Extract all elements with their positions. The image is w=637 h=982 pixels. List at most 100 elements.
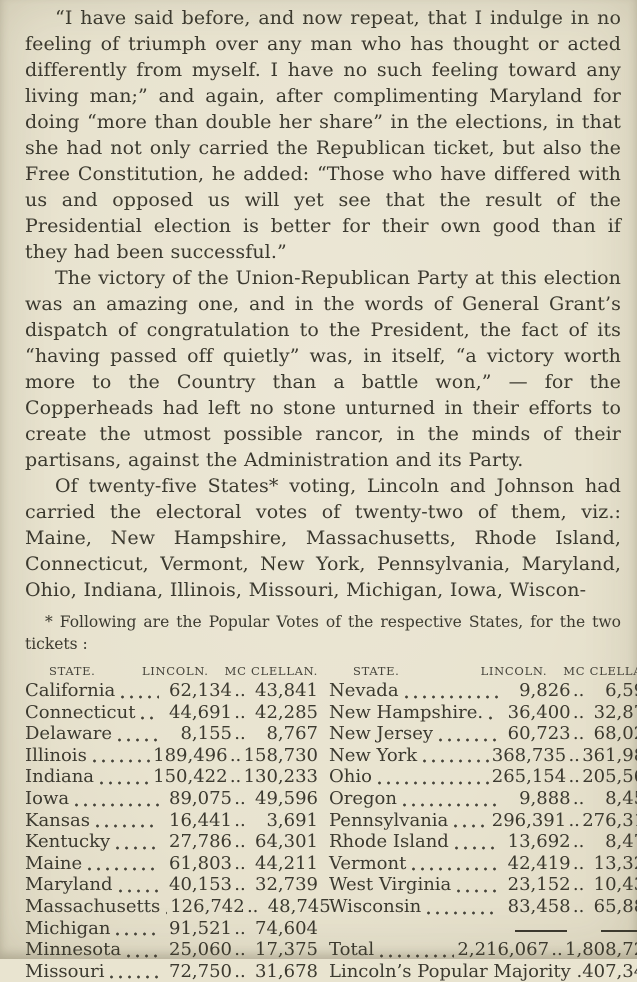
- table-row: Minnesota 25,060.. 17,375: [25, 939, 318, 961]
- mcclellan-total-value: 1,808,725: [565, 939, 637, 961]
- leader-dots: [72, 797, 159, 810]
- state-name: Pennsylvania: [329, 809, 449, 831]
- dots-separator: ..: [572, 680, 585, 701]
- leader-dots: [107, 970, 159, 982]
- leader-dots: [163, 905, 168, 918]
- state-name: Ohio: [329, 766, 372, 788]
- rule-spacer: [332, 927, 498, 939]
- state-name: Nevada: [329, 680, 399, 701]
- leader-dots: [424, 905, 498, 918]
- right-state-rows: Nevada 9,826.. 6,594 New Hampshire. 36,400..…: [329, 680, 637, 918]
- paragraph-states: Of twenty-five States* voting, Lincoln a…: [25, 475, 621, 601]
- table-row: Illinois 189,496.. 158,730: [25, 745, 318, 767]
- mcclellan-value: 31,678: [255, 960, 318, 982]
- leader-dots: [377, 948, 455, 961]
- dots-separator: ..: [572, 701, 585, 723]
- mcclellan-value: 8,767: [266, 723, 318, 745]
- leader-dots: [420, 754, 489, 767]
- lincoln-value: 44,691: [169, 701, 232, 723]
- state-name: Kentucky: [25, 831, 111, 853]
- votes-table-left: STATE. LINCOLN. MC CLELLAN. California 62…: [25, 660, 331, 982]
- footnote: * Following are the Popular Votes of the…: [25, 613, 621, 653]
- dots-separator: ..: [572, 874, 585, 896]
- mcclellan-value: 74,604: [255, 917, 318, 939]
- state-name: New Hampshire.: [329, 701, 484, 723]
- leader-dots: [436, 732, 498, 745]
- table-row: Vermont 42,419.. 13,321: [329, 853, 637, 875]
- dots-separator: ..: [568, 766, 580, 788]
- lincoln-value: 265,154: [491, 766, 567, 788]
- leader-dots: [124, 948, 159, 961]
- leader-dots: [92, 819, 159, 832]
- mcclellan-value: 17,375: [255, 939, 318, 961]
- leader-dots: [138, 711, 159, 724]
- mcclellan-value: 276,316: [582, 809, 637, 831]
- totals-rule-row: [329, 918, 637, 940]
- mcclellan-value: 65,884: [593, 895, 637, 917]
- mcclellan-value: 32,871: [593, 701, 637, 723]
- total-rule-line: [600, 930, 637, 933]
- left-state-rows: California 62,134.. 43,841 Connecticut 44,69…: [25, 680, 331, 982]
- state-name: Maine: [25, 852, 83, 874]
- state-name: Massachusetts: [25, 895, 161, 917]
- mcclellan-column-header: MC CLELLAN.: [563, 664, 637, 678]
- total-row: Total 2,216,067 .. 1,808,725: [329, 939, 637, 961]
- popular-votes-table: STATE. LINCOLN. MC CLELLAN. California 62…: [25, 660, 637, 982]
- table-row: New Hampshire. 36,400.. 32,871: [329, 702, 637, 724]
- state-name: Illinois: [25, 744, 87, 766]
- leader-dots: [486, 711, 498, 724]
- state-column-header: STATE.: [49, 664, 96, 678]
- leader-dots: [114, 732, 159, 745]
- table-row: West Virginia 23,152.. 10,438: [329, 874, 637, 896]
- leader-dots: [409, 862, 498, 875]
- leader-dots: [399, 797, 498, 810]
- table-row: California 62,134.. 43,841: [25, 680, 318, 702]
- mcclellan-total-rule-cell: [587, 930, 637, 939]
- leader-dots: [97, 775, 151, 788]
- mcclellan-value: 68,024: [593, 723, 637, 745]
- table-row: Michigan 91,521.. 74,604: [25, 918, 318, 940]
- state-name: Oregon: [329, 787, 397, 809]
- lincoln-value: 40,153: [169, 874, 232, 896]
- lincoln-total-rule-cell: [501, 930, 571, 939]
- table-row: Rhode Island 13,692.. 8,470: [329, 831, 637, 853]
- dots-separator: ..: [568, 809, 580, 831]
- leader-dots: [89, 754, 151, 767]
- table-row: Massachusetts 126,742.. 48,745: [25, 895, 331, 918]
- dots-separator: ..: [234, 852, 246, 874]
- state-name: West Virginia: [329, 874, 452, 896]
- state-name: Iowa: [25, 787, 70, 809]
- lincoln-value: 60,723: [507, 723, 571, 745]
- state-column-header: STATE.: [353, 664, 400, 678]
- dots-separator: ..: [234, 831, 246, 853]
- state-name: Kansas: [25, 809, 90, 831]
- mcclellan-column-header: MC CLELLAN.: [224, 664, 318, 678]
- state-name: Minnesota: [25, 939, 122, 961]
- mcclellan-value: 42,285: [255, 701, 318, 723]
- dots-separator: ..: [572, 831, 585, 853]
- mcclellan-value: 44,211: [255, 852, 318, 874]
- mcclellan-value: 8,457: [605, 787, 637, 809]
- leader-dots: [118, 689, 159, 702]
- majority-value: 407,342: [582, 960, 637, 982]
- leader-dots: [113, 840, 159, 853]
- lincoln-value: 89,075: [169, 787, 232, 809]
- lincoln-value: 8,155: [180, 723, 232, 745]
- dots-separator: ..: [234, 787, 246, 809]
- dots-separator: ..: [229, 766, 242, 788]
- lincoln-value: 9,826: [519, 680, 571, 701]
- table-row: Maryland 40,153.. 32,739: [25, 874, 318, 896]
- paragraph-quote: “I have said before, and now repeat, tha…: [25, 7, 621, 263]
- state-name: New York: [329, 744, 418, 766]
- dots-separator: ..: [234, 809, 246, 831]
- table-header-row-left: STATE. LINCOLN. MC CLELLAN.: [25, 660, 318, 680]
- lincoln-value: 25,060: [169, 939, 232, 961]
- lincoln-value: 150,422: [153, 766, 228, 788]
- total-rule-line: [514, 930, 567, 933]
- state-name: Indiana: [25, 766, 95, 788]
- mcclellan-value: 158,730: [243, 744, 318, 766]
- table-row: Kentucky 27,786.. 64,301: [25, 831, 318, 853]
- lincoln-value: 16,441: [169, 809, 232, 831]
- table-row: Iowa 89,075.. 49,596: [25, 788, 318, 810]
